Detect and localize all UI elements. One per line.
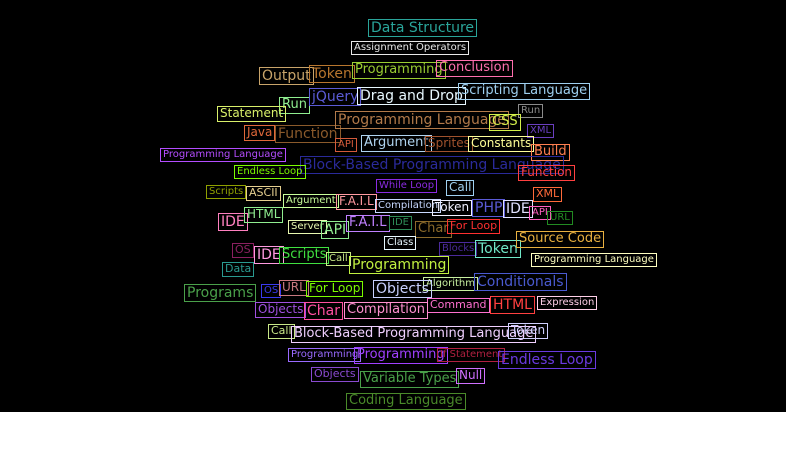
word-cloud-word: IDE [254,246,284,265]
word-cloud-word: OS [261,284,282,298]
word-cloud-word: API [321,221,350,240]
word-cloud-word: Token [309,65,355,84]
word-cloud-word: F.A.I.L [336,194,377,210]
word-cloud-word: jQuery [309,88,362,107]
word-cloud-word: Data Structure [368,19,478,38]
word-cloud-word: Compilation [375,199,442,213]
word-cloud-word: Blocks [439,242,478,256]
word-cloud-word: Programming [288,348,362,362]
word-cloud-word: For Loop [306,281,364,297]
word-cloud-word: XML [527,124,555,138]
word-cloud-word: Programming [354,347,448,364]
word-cloud-canvas: Data Structure Assignment Operators Output… [0,0,786,412]
word-cloud-word: Algorithm [423,277,478,291]
word-cloud-word: Objects [373,280,432,299]
word-cloud-word: Programming [352,62,446,79]
word-cloud-word: Statement [217,106,287,122]
word-cloud-word: Coding Language [346,393,466,410]
word-cloud-word: Token [432,200,473,216]
word-cloud-word: CSS [489,114,521,131]
word-cloud-word: Objects [311,367,359,382]
word-cloud-word: Data [222,262,255,277]
word-cloud-word: Conditionals [474,273,567,292]
word-cloud-word: F.A.I.L [346,215,390,232]
word-cloud-word: Function [275,125,341,144]
word-cloud-word: IDE [389,216,412,230]
word-cloud-word: Programming Language [335,111,509,130]
word-cloud-word: OS [232,243,254,258]
word-cloud-word: Argument [361,135,432,152]
word-cloud-word: IDE [503,200,533,219]
word-cloud-word: Conclusion [436,60,513,77]
word-cloud-word: Token [475,240,521,259]
word-cloud-word: Endless Loop [234,165,306,179]
word-cloud-word: Argument [283,194,339,208]
word-cloud-word: Objects [255,302,307,318]
word-cloud-word: Assignment Operators [351,41,470,55]
word-cloud-word: Drag and Drop [357,87,466,106]
word-cloud-word: For Loop [447,219,501,234]
word-cloud-word: Token [508,323,549,339]
word-cloud-word: Constants [468,136,535,152]
word-cloud-word: PHP [472,199,506,218]
word-cloud-word: Command [427,298,490,313]
word-cloud-word: Programming [349,256,450,275]
word-cloud-word: Programming Language [531,253,657,267]
word-cloud-word: If Statement [437,348,506,362]
word-cloud-word: Null [456,368,486,384]
word-cloud-word: URL [547,211,573,225]
word-cloud-word: Char [415,221,452,238]
word-cloud-word: Compilation [344,302,429,319]
word-cloud-word: Block-Based Programming Language [291,326,537,343]
word-cloud-word: Call [268,324,295,339]
word-cloud-word: Scripting Language [458,83,591,100]
word-cloud-word: Programming Language [160,148,286,162]
word-cloud-word: Build [531,144,570,161]
word-cloud-word: API [335,138,357,152]
word-cloud-word: Function [518,165,576,181]
word-cloud-word: Class [384,236,417,250]
word-cloud-word: Sprites [425,136,473,152]
word-cloud-word: Scripts [279,247,330,264]
word-cloud-word: Output [259,67,314,86]
word-cloud-word: API [529,206,551,220]
word-cloud-word: Source Code [516,231,605,248]
word-cloud-word: Call [446,180,475,196]
word-cloud-word: Char [304,302,343,321]
word-cloud-word: Call [326,252,351,266]
word-cloud-word: URL [279,280,309,296]
word-cloud-word: Server [288,220,327,234]
word-cloud-word: ASCII [246,186,281,201]
word-cloud-word: Run [518,104,544,118]
word-cloud-word: While Loop [376,179,438,193]
word-cloud-word: Endless Loop [498,351,596,370]
word-cloud-word: Java [244,125,276,141]
word-cloud-word: Scripts [206,185,247,199]
word-cloud-word: HTML [244,207,284,223]
word-cloud-word: Variable Types [360,371,460,388]
word-cloud-word: XML [533,187,563,202]
word-cloud-word: HTML [490,296,535,315]
word-cloud-word: Programs [184,284,257,303]
word-cloud-word: Expression [537,296,598,310]
